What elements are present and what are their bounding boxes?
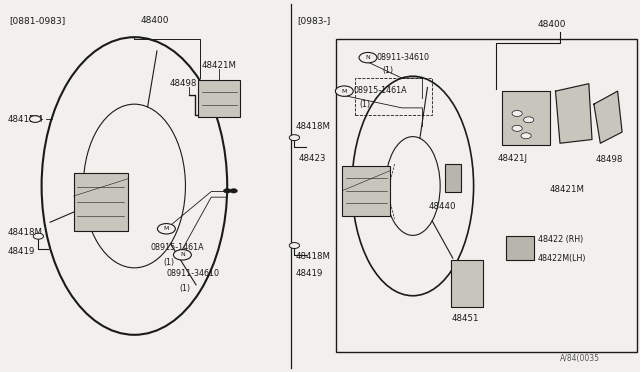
- Text: (1): (1): [360, 100, 371, 109]
- Circle shape: [289, 135, 300, 141]
- Circle shape: [359, 52, 377, 63]
- Polygon shape: [594, 91, 622, 143]
- Text: (1): (1): [383, 66, 394, 75]
- Text: 48498: 48498: [595, 155, 623, 164]
- Text: 08915-1461A: 08915-1461A: [150, 243, 204, 252]
- Text: 48400: 48400: [538, 20, 566, 29]
- Circle shape: [157, 224, 175, 234]
- Text: 48498: 48498: [170, 79, 197, 88]
- Text: (1): (1): [179, 284, 190, 293]
- Circle shape: [173, 250, 191, 260]
- FancyBboxPatch shape: [502, 91, 550, 145]
- Text: 48418M: 48418M: [8, 228, 43, 237]
- Circle shape: [230, 189, 237, 193]
- FancyBboxPatch shape: [198, 80, 240, 117]
- Text: 48418M: 48418M: [296, 252, 331, 261]
- Text: 48421M: 48421M: [202, 61, 237, 70]
- Polygon shape: [556, 84, 592, 143]
- Text: 48419: 48419: [296, 269, 323, 278]
- Text: 08911-34610: 08911-34610: [166, 269, 220, 278]
- Text: M: M: [342, 89, 347, 94]
- Text: [0983-]: [0983-]: [298, 16, 331, 25]
- Circle shape: [289, 243, 300, 248]
- FancyBboxPatch shape: [74, 173, 128, 231]
- Text: N: N: [180, 252, 185, 257]
- Text: 48400: 48400: [141, 16, 170, 25]
- Text: 48421M: 48421M: [549, 185, 584, 194]
- Circle shape: [512, 125, 522, 131]
- Text: [0881-0983]: [0881-0983]: [10, 16, 66, 25]
- Text: 48440: 48440: [429, 202, 456, 211]
- FancyBboxPatch shape: [342, 166, 390, 216]
- Circle shape: [223, 189, 231, 193]
- Text: 4841BM: 4841BM: [8, 115, 43, 124]
- Text: 48419: 48419: [8, 247, 35, 256]
- Circle shape: [29, 116, 41, 122]
- Circle shape: [33, 233, 44, 239]
- Text: 48418M: 48418M: [296, 122, 331, 131]
- Text: 08911-34610: 08911-34610: [376, 53, 429, 62]
- Text: 08915-1461A: 08915-1461A: [353, 86, 407, 95]
- Text: N: N: [365, 55, 371, 60]
- Text: M: M: [164, 226, 169, 231]
- Circle shape: [335, 86, 353, 96]
- Circle shape: [512, 110, 522, 116]
- Circle shape: [521, 133, 531, 139]
- Text: 48421J: 48421J: [498, 154, 528, 163]
- FancyBboxPatch shape: [445, 164, 461, 192]
- Text: 48422M(LH): 48422M(LH): [538, 254, 586, 263]
- Circle shape: [524, 117, 534, 123]
- Text: (1): (1): [163, 258, 174, 267]
- Text: A/84(0035: A/84(0035: [560, 354, 600, 363]
- FancyBboxPatch shape: [451, 260, 483, 307]
- Text: 48422 (RH): 48422 (RH): [538, 235, 583, 244]
- Text: 48451: 48451: [451, 314, 479, 323]
- FancyBboxPatch shape: [506, 236, 534, 260]
- Text: 48423: 48423: [299, 154, 326, 163]
